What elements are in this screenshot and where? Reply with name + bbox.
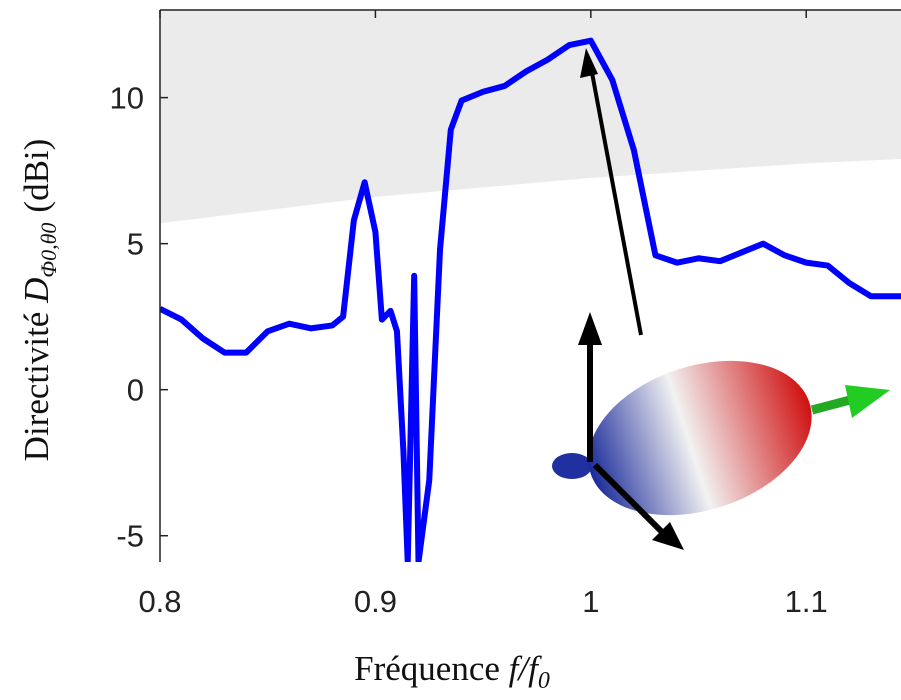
x-label-subscript: 0 — [538, 668, 550, 694]
annotation-arrow — [588, 61, 643, 336]
y-tick-label: 10 — [110, 81, 144, 116]
arrow-head — [652, 522, 684, 550]
back-lobe — [552, 453, 592, 479]
main-lobe — [588, 360, 812, 516]
arrow-head — [580, 48, 598, 78]
plot-area — [160, 10, 901, 562]
x-tick-label: 0.9 — [354, 584, 397, 619]
y-label-unit: (dBi) — [17, 139, 56, 213]
y-label-symbol: D — [17, 278, 56, 304]
y-tick-label: 0 — [127, 373, 144, 408]
axis-arrow — [592, 462, 668, 538]
x-tick-label: 1.1 — [785, 584, 828, 619]
x-label-symbol: f/f — [509, 649, 542, 688]
y-label-subscript: Φ0,θ0 — [36, 223, 61, 278]
x-axis-label: Fréquence f/f0 — [354, 649, 550, 694]
x-tick-label: 1 — [582, 584, 599, 619]
axis-arrow — [810, 395, 852, 415]
y-axis-label: Directivité DΦ0,θ0 (dBi) — [17, 139, 61, 462]
y-tick-label: -5 — [116, 519, 144, 554]
x-tick-label: 0.8 — [138, 584, 181, 619]
y-tick-label: 5 — [127, 227, 144, 262]
arrow-head — [845, 385, 890, 418]
data-line — [160, 37, 901, 562]
shaded-region — [160, 10, 901, 224]
y-label-text: Directivité — [17, 312, 56, 462]
arrow-head — [578, 312, 602, 345]
radiation-pattern-inset — [552, 48, 890, 550]
x-label-text: Fréquence — [354, 649, 500, 688]
